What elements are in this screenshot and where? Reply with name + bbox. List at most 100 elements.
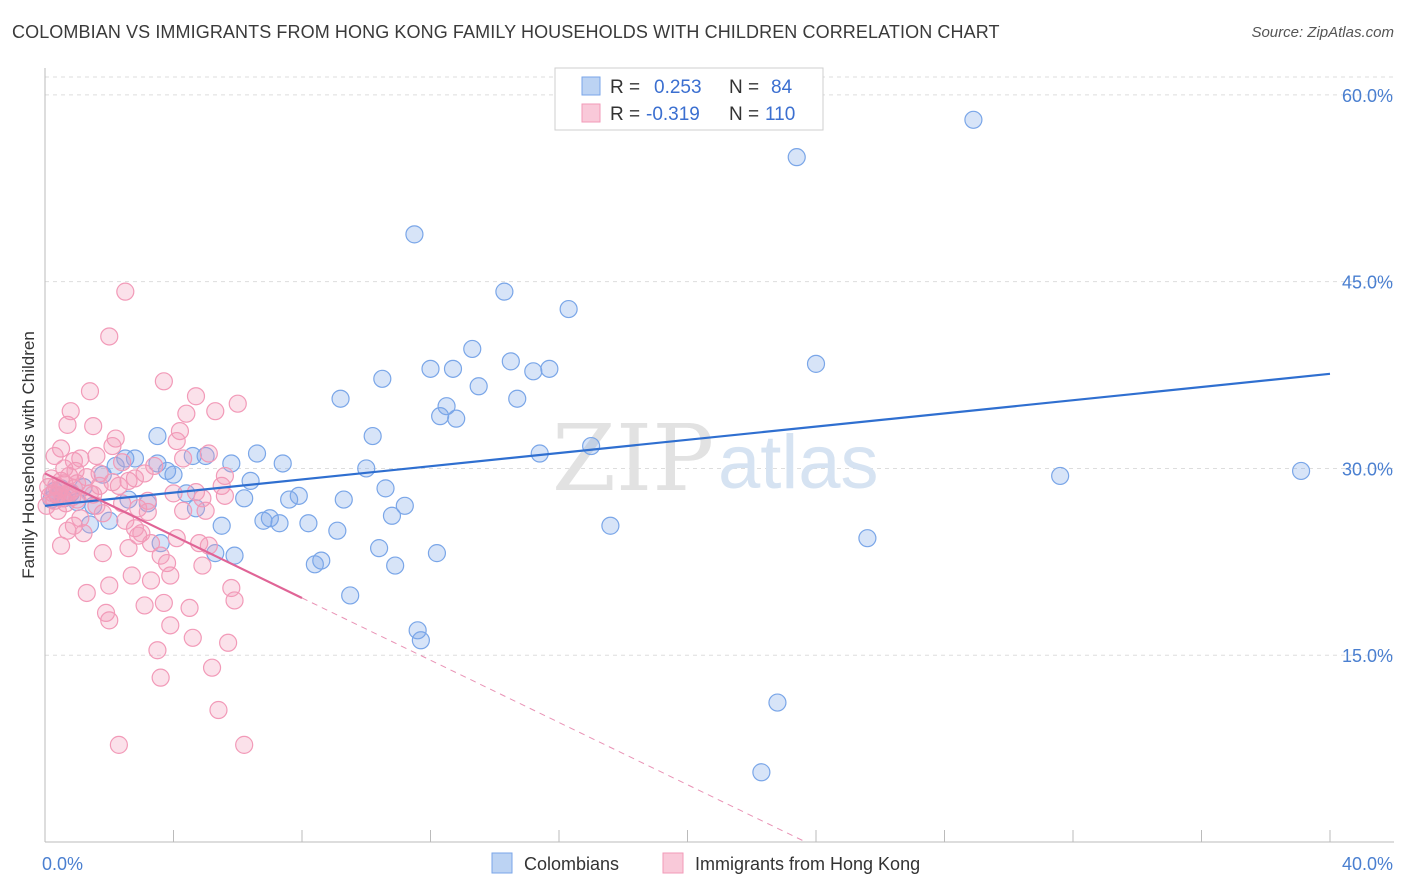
point-colombians-44 <box>334 490 353 509</box>
point-colombians-76 <box>806 354 826 373</box>
bottom-swatch-colombians <box>491 852 513 874</box>
point-colombians-41 <box>312 551 331 570</box>
point-hongkong-101 <box>186 483 206 502</box>
point-hongkong-20 <box>45 446 64 466</box>
point-colombians-34 <box>260 509 279 528</box>
point-hongkong-105 <box>135 596 154 615</box>
point-hongkong-70 <box>202 658 222 677</box>
point-hongkong-108 <box>48 501 67 520</box>
point-colombians-18 <box>148 426 167 446</box>
point-hongkong-77 <box>225 591 244 610</box>
point-hongkong-98 <box>154 372 173 391</box>
point-colombians-21 <box>164 465 183 484</box>
point-hongkong-30 <box>77 583 96 603</box>
y-tick-label-1: 30.0% <box>1342 459 1393 479</box>
x-tick-label-0: 0.0% <box>42 854 83 874</box>
point-colombians-39 <box>299 514 318 533</box>
point-hongkong-61 <box>174 501 193 520</box>
point-hongkong-48 <box>132 524 151 543</box>
point-hongkong-87 <box>93 504 112 523</box>
legend-r-label-0: R = <box>610 77 640 98</box>
point-colombians-62 <box>447 409 466 428</box>
point-hongkong-21 <box>51 439 71 458</box>
point-hongkong-60 <box>170 421 190 441</box>
point-hongkong-27 <box>71 509 90 528</box>
point-hongkong-97 <box>141 571 161 590</box>
point-hongkong-31 <box>80 382 100 401</box>
point-hongkong-62 <box>177 404 196 423</box>
point-hongkong-78 <box>228 394 247 413</box>
point-hongkong-44 <box>119 539 138 558</box>
point-colombians-80 <box>1051 466 1070 486</box>
point-hongkong-95 <box>119 471 138 491</box>
point-hongkong-81 <box>109 735 128 754</box>
point-colombians-70 <box>540 359 559 378</box>
point-hongkong-40 <box>106 429 125 448</box>
colombians-points <box>42 110 1311 782</box>
point-hongkong-109 <box>58 521 77 540</box>
legend-n-label-0: N = <box>729 77 759 98</box>
point-colombians-64 <box>469 377 488 396</box>
point-hongkong-83 <box>138 502 157 522</box>
point-colombians-17 <box>148 454 167 473</box>
watermark-atlas: atlas <box>718 420 879 505</box>
point-colombians-37 <box>280 490 299 509</box>
point-colombians-81 <box>1291 461 1311 481</box>
point-hongkong-75 <box>219 633 238 652</box>
axes <box>44 68 1394 843</box>
legend-r-label-1: R = <box>610 104 640 125</box>
point-colombians-68 <box>524 362 543 381</box>
point-colombians-52 <box>386 556 405 575</box>
point-hongkong-33 <box>87 446 106 466</box>
point-hongkong-54 <box>151 668 170 687</box>
point-hongkong-65 <box>186 387 206 406</box>
point-colombians-31 <box>241 471 260 491</box>
point-colombians-77 <box>858 529 877 548</box>
point-colombians-55 <box>408 621 427 640</box>
point-colombians-48 <box>370 539 389 558</box>
point-hongkong-68 <box>196 501 215 520</box>
point-colombians-35 <box>270 514 289 533</box>
point-hongkong-71 <box>206 402 225 421</box>
point-colombians-32 <box>247 444 267 463</box>
point-colombians-54 <box>405 225 424 244</box>
trend-lines <box>44 372 1331 843</box>
point-hongkong-32 <box>84 417 103 436</box>
point-colombians-75 <box>787 148 806 167</box>
legend-r-value-1: -0.319 <box>646 104 700 125</box>
point-colombians-60 <box>437 397 456 416</box>
point-colombians-56 <box>411 631 430 650</box>
point-colombians-27 <box>212 516 231 535</box>
point-hongkong-52 <box>145 456 164 476</box>
grid-lines <box>45 76 1394 656</box>
point-hongkong-35 <box>93 544 112 563</box>
point-colombians-63 <box>463 339 482 359</box>
point-hongkong-92 <box>77 468 96 487</box>
point-colombians-61 <box>443 359 463 378</box>
point-colombians-57 <box>421 359 440 378</box>
point-colombians-47 <box>363 426 382 446</box>
legend-n-value-1: 110 <box>765 104 795 125</box>
point-colombians-36 <box>273 454 292 473</box>
point-colombians-79 <box>964 110 983 129</box>
point-hongkong-63 <box>180 598 199 618</box>
point-hongkong-57 <box>161 566 180 585</box>
point-hongkong-64 <box>183 628 202 647</box>
point-hongkong-96 <box>129 526 148 545</box>
point-hongkong-80 <box>116 282 135 301</box>
bottom-swatch-hongkong <box>662 852 684 874</box>
y-tick-labels: 15.0% 30.0% 45.0% 60.0% <box>1342 86 1393 666</box>
point-hongkong-24 <box>61 402 80 421</box>
point-hongkong-23 <box>58 415 77 434</box>
legend-n-label-1: N = <box>729 104 759 125</box>
point-colombians-43 <box>331 389 350 408</box>
point-hongkong-79 <box>235 735 254 754</box>
point-colombians-50 <box>376 479 395 498</box>
x-tick-labels: 0.0% 40.0% <box>42 854 1393 874</box>
trend-line-dashed-1 <box>301 597 806 843</box>
series-legend: Colombians Immigrants from Hong Kong <box>491 852 920 874</box>
legend-swatch-hongkong <box>581 103 601 123</box>
point-hongkong-45 <box>122 566 141 585</box>
point-hongkong-22 <box>55 459 74 478</box>
point-hongkong-53 <box>148 641 167 660</box>
